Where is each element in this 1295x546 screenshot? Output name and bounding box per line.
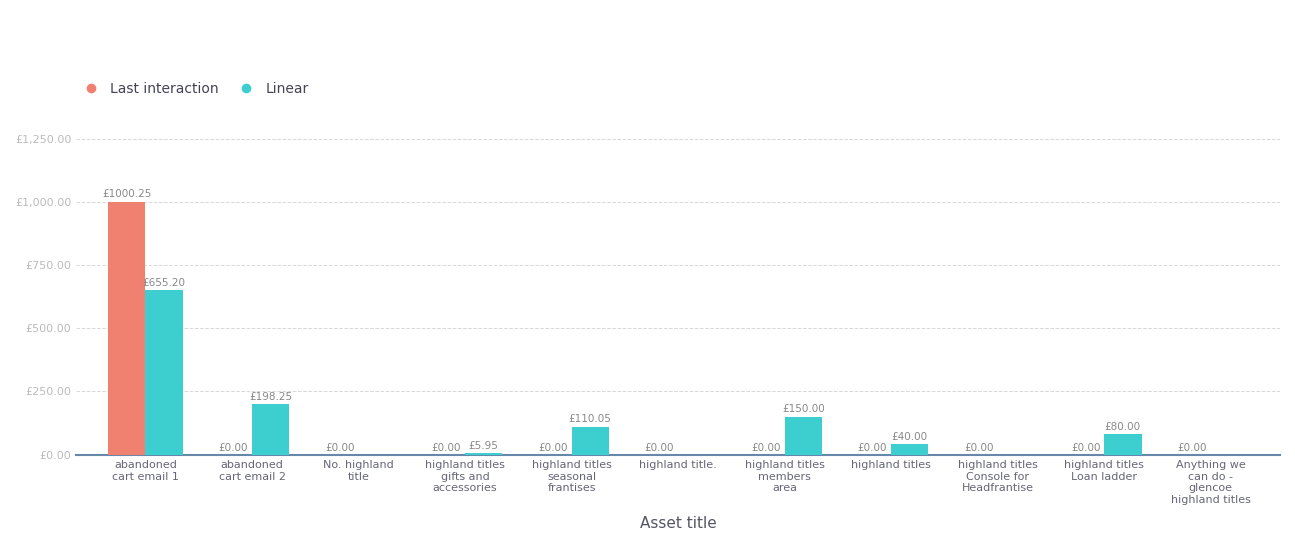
Legend: Last interaction, Linear: Last interaction, Linear [71,76,315,102]
Bar [145,290,183,454]
Text: £110.05: £110.05 [569,414,611,424]
Text: £0.00: £0.00 [857,443,887,453]
Text: £0.00: £0.00 [539,443,567,453]
Text: £150.00: £150.00 [782,404,825,414]
Text: £0.00: £0.00 [751,443,781,453]
Text: £1000.25: £1000.25 [102,189,152,199]
Bar [253,405,289,454]
Bar [571,427,609,454]
Text: £0.00: £0.00 [325,443,355,453]
Bar [465,453,502,454]
Text: £80.00: £80.00 [1105,422,1141,432]
Text: £0.00: £0.00 [1177,443,1207,453]
Bar [1105,434,1141,454]
Text: £40.00: £40.00 [892,432,929,442]
Text: £0.00: £0.00 [965,443,993,453]
Text: £198.25: £198.25 [249,392,293,402]
Bar [785,417,822,454]
Bar [109,202,145,454]
Text: £5.95: £5.95 [469,441,499,450]
Text: £655.20: £655.20 [142,278,185,288]
Text: £0.00: £0.00 [431,443,461,453]
X-axis label: Asset title: Asset title [640,516,716,531]
Text: £0.00: £0.00 [219,443,249,453]
Bar [891,444,929,454]
Text: £0.00: £0.00 [645,443,675,453]
Text: £0.00: £0.00 [1071,443,1101,453]
